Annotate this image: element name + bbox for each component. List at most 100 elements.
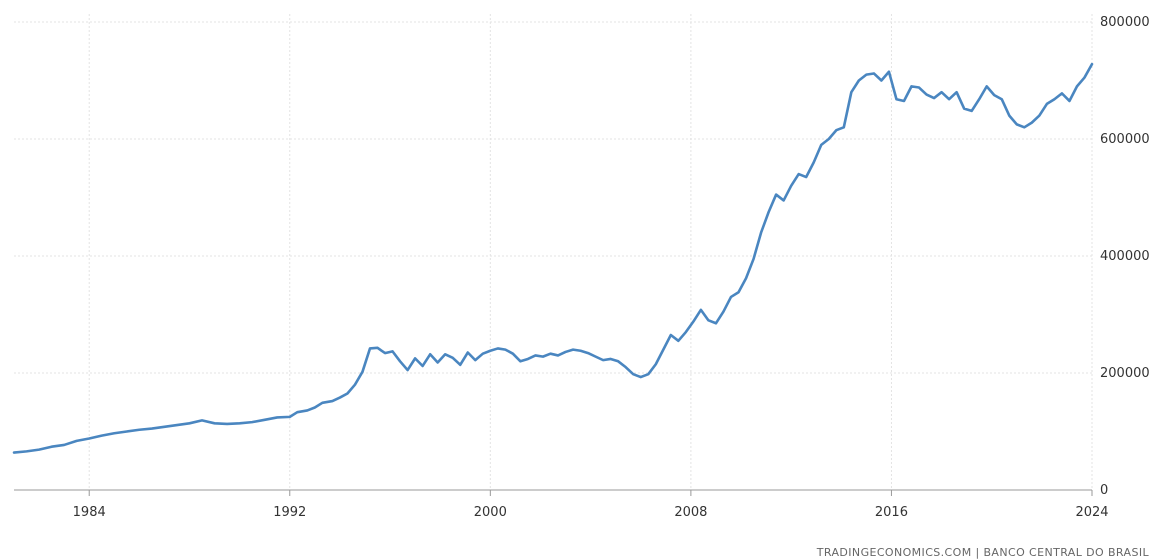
data-point bbox=[866, 74, 868, 76]
data-point bbox=[392, 351, 394, 353]
axes bbox=[14, 489, 1093, 496]
data-point bbox=[580, 350, 582, 352]
data-point bbox=[557, 355, 559, 357]
data-point bbox=[369, 348, 371, 350]
data-point bbox=[437, 362, 439, 364]
data-point bbox=[640, 376, 642, 378]
data-point bbox=[189, 423, 191, 425]
data-point bbox=[790, 185, 792, 187]
series-line bbox=[12, 62, 1094, 454]
data-point bbox=[835, 129, 837, 131]
data-point bbox=[753, 258, 755, 260]
data-point bbox=[151, 428, 153, 430]
data-point bbox=[986, 86, 988, 88]
data-point bbox=[670, 334, 672, 336]
data-point bbox=[226, 423, 228, 425]
data-point bbox=[251, 421, 253, 423]
data-point bbox=[296, 411, 298, 413]
data-point bbox=[1046, 103, 1048, 105]
data-point bbox=[888, 71, 890, 73]
data-point bbox=[535, 355, 537, 357]
data-point bbox=[768, 211, 770, 213]
data-point bbox=[745, 277, 747, 279]
data-point bbox=[678, 340, 680, 342]
data-point bbox=[941, 91, 943, 93]
data-point bbox=[655, 363, 657, 365]
data-point bbox=[625, 366, 627, 368]
data-point bbox=[926, 94, 928, 96]
data-point bbox=[407, 369, 409, 371]
y-tick-label: 800000 bbox=[1100, 15, 1150, 30]
x-tick-label: 2016 bbox=[875, 505, 908, 520]
data-point bbox=[783, 200, 785, 202]
data-point bbox=[708, 320, 710, 322]
data-point bbox=[1031, 122, 1033, 124]
data-point bbox=[512, 353, 514, 355]
data-point bbox=[13, 452, 15, 454]
x-tick-label: 2000 bbox=[474, 505, 507, 520]
data-point bbox=[467, 352, 469, 354]
data-point bbox=[429, 353, 431, 355]
data-point bbox=[126, 431, 128, 433]
data-point bbox=[1091, 63, 1093, 65]
data-point bbox=[354, 384, 356, 386]
data-point bbox=[693, 321, 695, 323]
data-point bbox=[813, 162, 815, 164]
data-point bbox=[602, 359, 604, 361]
data-point bbox=[933, 97, 935, 99]
data-point bbox=[214, 423, 216, 425]
tick-labels: 0 200000 400000 600000 800000 1984 1992 2000 200… bbox=[73, 15, 1150, 520]
data-point bbox=[164, 426, 166, 428]
data-point bbox=[347, 393, 349, 395]
data-point bbox=[896, 98, 898, 100]
data-point bbox=[978, 98, 980, 100]
data-point bbox=[851, 91, 853, 93]
data-point bbox=[911, 86, 913, 88]
data-point bbox=[542, 356, 544, 358]
data-point bbox=[332, 400, 334, 402]
data-point bbox=[384, 352, 386, 354]
data-point bbox=[700, 309, 702, 311]
data-point bbox=[414, 358, 416, 360]
data-point bbox=[572, 349, 574, 351]
data-point bbox=[26, 451, 28, 453]
data-point bbox=[289, 416, 291, 418]
data-point bbox=[1016, 124, 1018, 126]
data-point bbox=[730, 296, 732, 298]
data-point bbox=[828, 138, 830, 140]
data-point bbox=[322, 402, 324, 404]
data-point bbox=[88, 438, 90, 440]
data-point bbox=[1039, 115, 1041, 117]
data-point bbox=[663, 349, 665, 351]
data-point bbox=[715, 322, 717, 324]
x-tick-label: 2024 bbox=[1075, 505, 1108, 520]
data-point bbox=[723, 311, 725, 313]
data-point bbox=[314, 407, 316, 409]
data-point bbox=[1084, 77, 1086, 79]
data-point bbox=[201, 420, 203, 422]
data-point bbox=[993, 94, 995, 96]
data-point bbox=[918, 87, 920, 89]
data-point bbox=[685, 331, 687, 333]
data-point bbox=[873, 73, 875, 75]
data-point bbox=[63, 444, 65, 446]
data-point bbox=[587, 352, 589, 354]
data-point bbox=[362, 371, 364, 373]
x-tick-label: 2008 bbox=[674, 505, 707, 520]
data-point bbox=[956, 91, 958, 93]
source-attribution: TRADINGECONOMICS.COM | BANCO CENTRAL DO … bbox=[816, 546, 1149, 559]
data-point bbox=[881, 80, 883, 82]
data-point bbox=[565, 351, 567, 353]
data-point bbox=[474, 359, 476, 361]
data-point bbox=[459, 364, 461, 366]
data-point bbox=[775, 194, 777, 196]
data-point bbox=[527, 358, 529, 360]
data-point bbox=[339, 397, 341, 399]
data-point bbox=[738, 291, 740, 293]
x-tick-label: 1992 bbox=[273, 505, 306, 520]
data-point bbox=[38, 449, 40, 451]
data-point bbox=[805, 176, 807, 178]
data-point bbox=[51, 446, 53, 448]
data-point bbox=[1054, 98, 1056, 100]
